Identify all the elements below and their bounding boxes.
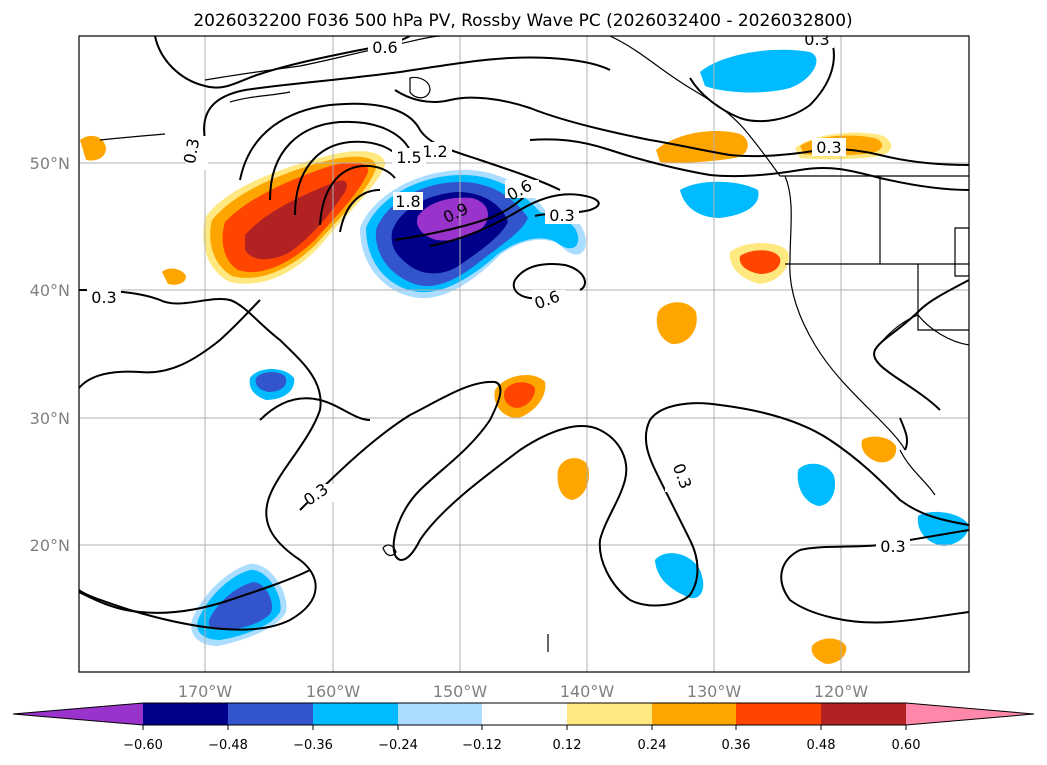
positive-anomaly-fill <box>504 382 536 408</box>
colorbar-tick-label: 0.24 <box>638 738 667 753</box>
lon-label-140w: 140°W <box>560 682 615 701</box>
colorbar-ticks <box>142 725 907 730</box>
contour-label: 0.3 <box>816 138 841 157</box>
map-title: 2026032200 F036 500 hPa PV, Rossby Wave … <box>193 11 852 31</box>
colorbar-segment <box>398 703 482 725</box>
contour-label: 0.3 <box>180 137 203 165</box>
negative-anomaly-fill <box>700 49 817 93</box>
lat-label-30n: 30°N <box>30 409 70 428</box>
colorbar-tick-label: 0.48 <box>807 738 836 753</box>
colorbar-tick-label: −0.24 <box>378 738 418 753</box>
colorbar-tick-label: 0.60 <box>892 738 921 753</box>
lat-label-40n: 40°N <box>30 281 70 300</box>
positive-anomaly-fill <box>557 458 590 500</box>
lon-label-170w: 170°W <box>178 682 233 701</box>
map-frame <box>78 35 970 673</box>
contour-label: 0.3 <box>549 206 574 225</box>
negative-anomaly-fill <box>255 372 287 392</box>
positive-anomaly-fill <box>80 135 106 161</box>
lon-label-160w: 160°W <box>306 682 361 701</box>
latitude-labels: 50°N 40°N 30°N 20°N <box>30 154 70 555</box>
longitude-labels: 170°W 160°W 150°W 140°W 130°W 120°W <box>178 682 869 701</box>
colorbar-extend-low <box>13 703 143 725</box>
map-layers: 0.6 0.3 1.2 1.5 0.3 0.3 0.6 1.8 0.9 0.3 <box>79 30 969 672</box>
lon-label-130w: 130°W <box>687 682 742 701</box>
positive-anomaly-fill <box>245 180 347 260</box>
colorbar-segment <box>736 703 821 725</box>
negative-anomaly-fill <box>416 197 488 241</box>
lat-label-50n: 50°N <box>30 154 70 173</box>
colorbar-tick-label: −0.12 <box>462 738 502 753</box>
negative-anomaly-fill <box>655 553 704 599</box>
colorbar-segment <box>313 703 398 725</box>
negative-anomaly-fill <box>208 582 273 630</box>
colorbar-tick-label: −0.48 <box>208 738 248 753</box>
colorbar-tick-label: −0.36 <box>293 738 333 753</box>
positive-anomaly-fill <box>162 268 186 285</box>
colorbar-tick-label: −0.60 <box>123 738 163 753</box>
colorbar: −0.60 −0.48 −0.36 −0.24 −0.12 0.12 0.24 … <box>12 702 1035 753</box>
positive-anomaly-fill <box>739 250 781 274</box>
colorbar-segment <box>143 703 228 725</box>
positive-anomaly-fill <box>861 436 897 463</box>
colorbar-segment <box>652 703 736 725</box>
contour-label: 0.6 <box>372 38 397 57</box>
lon-label-150w: 150°W <box>433 682 488 701</box>
positive-anomaly-fill <box>811 638 847 664</box>
contour-label: 0.3 <box>880 537 905 556</box>
contour-label: 1.8 <box>395 192 420 211</box>
colorbar-segment <box>228 703 313 725</box>
colorbar-tick-label: 0.12 <box>553 738 582 753</box>
map-background <box>79 36 969 672</box>
negative-anomaly-fill <box>797 463 836 506</box>
negative-anomaly-fill <box>680 181 759 218</box>
colorbar-segment <box>482 703 567 725</box>
lon-label-120w: 120°W <box>814 682 869 701</box>
lat-label-20n: 20°N <box>30 536 70 555</box>
positive-anomaly-fill <box>656 302 697 345</box>
pv-contours <box>79 36 969 631</box>
colorbar-tick-label: 0.36 <box>722 738 751 753</box>
contour-label: 0.3 <box>91 288 116 307</box>
colorbar-extend-high <box>906 703 1034 725</box>
map-area: 0.6 0.3 1.2 1.5 0.3 0.3 0.6 1.8 0.9 0.3 <box>78 30 970 673</box>
colorbar-segment <box>821 703 906 725</box>
contour-label: 0.3 <box>804 30 829 49</box>
contour-label: 1.5 <box>396 148 421 167</box>
contour-label: 1.2 <box>422 142 447 161</box>
colorbar-segment <box>567 703 652 725</box>
